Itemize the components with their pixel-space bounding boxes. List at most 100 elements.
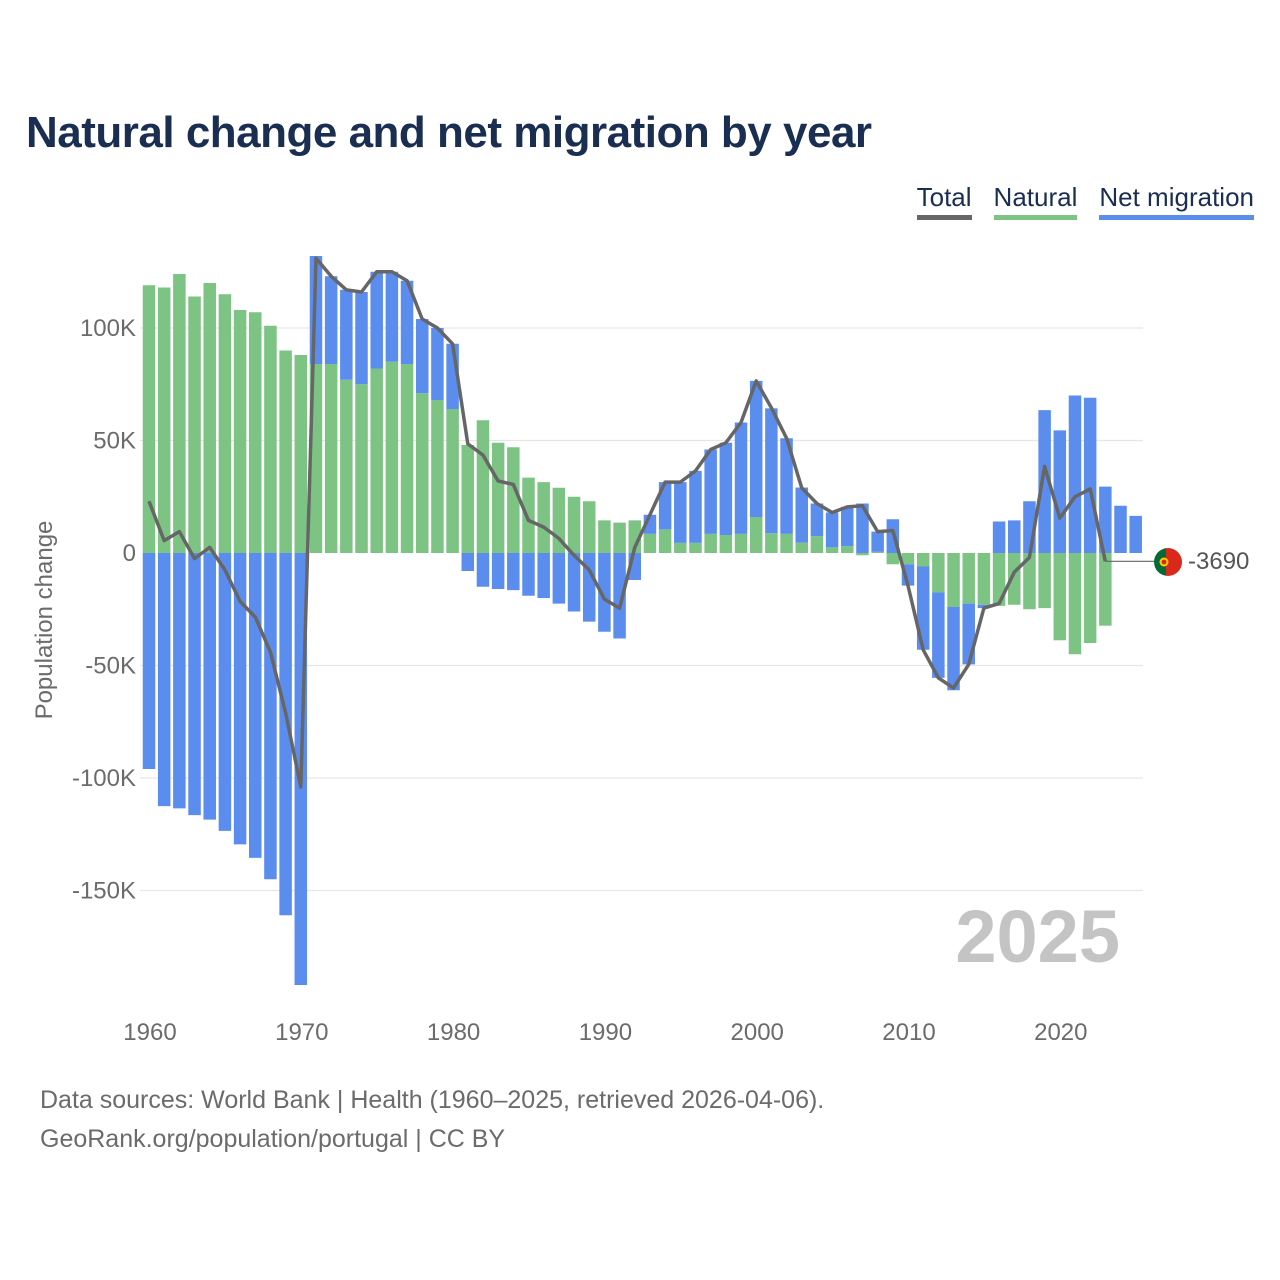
natural-bar: [841, 546, 854, 553]
legend-net-migration[interactable]: Net migration: [1099, 182, 1254, 220]
migration-bar: [279, 553, 292, 916]
migration-bar: [871, 531, 884, 552]
credit-link[interactable]: GeoRank.org/population/portugal | CC BY: [40, 1125, 506, 1153]
migration-bar: [567, 553, 581, 612]
migration-bar: [962, 603, 975, 665]
migration-bar: [461, 553, 475, 571]
migration-bar: [704, 449, 717, 534]
natural-bar: [249, 312, 262, 553]
natural-bar: [507, 447, 520, 553]
natural-bar: [385, 361, 399, 553]
natural-bar: [856, 553, 869, 556]
total-line: [147, 256, 1108, 789]
y-axis-ticks: 100K 50K 0 -50K -100K -150K: [72, 315, 136, 905]
natural-bar: [142, 285, 156, 553]
natural-bar: [674, 542, 687, 553]
natural-bar: [598, 520, 611, 553]
legend-natural[interactable]: Natural: [993, 182, 1078, 220]
natural-bar: [932, 553, 945, 593]
natural-bar: [446, 409, 459, 553]
x-tick-label: 1960: [123, 1019, 176, 1046]
natural-bar: [355, 384, 368, 553]
y-tick-label: 0: [123, 540, 136, 567]
year-watermark: 2025: [955, 895, 1120, 978]
migration-bar: [491, 553, 505, 589]
migration-bar: [1008, 520, 1021, 553]
migration-bar: [689, 470, 702, 543]
natural-bar: [689, 542, 702, 553]
natural-bar: [233, 310, 247, 553]
natural-bar: [977, 553, 991, 605]
natural-bar: [491, 442, 505, 553]
migration-bar: [385, 271, 399, 362]
natural-bar: [173, 274, 186, 553]
natural-bar: [947, 553, 960, 607]
page-title: Natural change and net migration by year: [26, 108, 872, 157]
grid-lines: [140, 327, 1143, 892]
migration-bar: [233, 553, 247, 845]
natural-bar: [203, 283, 216, 553]
legend-total[interactable]: Total: [916, 182, 972, 220]
migration-bar: [522, 553, 535, 596]
migration-bar: [749, 380, 763, 517]
migration-bar: [932, 592, 945, 678]
migration-bar: [841, 506, 854, 547]
migration-bar: [355, 292, 368, 385]
migration-bar: [249, 553, 262, 858]
natural-bar: [765, 533, 778, 553]
natural-bar: [461, 445, 475, 553]
migration-bar: [552, 553, 566, 604]
migration-bar: [537, 553, 550, 598]
natural-bar: [567, 496, 581, 553]
natural-bar: [279, 350, 292, 553]
migration-bar: [1083, 397, 1097, 553]
natural-bar: [1008, 553, 1021, 605]
natural-bar: [658, 529, 672, 553]
y-tick-label: 100K: [80, 315, 136, 342]
natural-bar: [218, 294, 232, 553]
migration-bar: [507, 553, 520, 591]
migration-bar: [674, 482, 687, 543]
x-tick-label: 1970: [275, 1019, 328, 1046]
natural-bar: [1083, 553, 1097, 643]
migration-bar: [719, 442, 733, 535]
natural-bar: [324, 364, 338, 553]
natural-bar: [643, 533, 657, 553]
migration-bar: [992, 521, 1006, 553]
natural-bar: [962, 553, 975, 604]
natural-bar: [825, 547, 839, 553]
migration-bar: [1129, 515, 1142, 553]
portugal-flag-icon: [1154, 548, 1182, 576]
natural-bar: [370, 368, 383, 553]
natural-bar: [734, 533, 748, 553]
natural-bar: [415, 393, 429, 553]
natural-bar: [537, 482, 550, 553]
migration-bar: [765, 408, 778, 534]
migration-bar: [415, 319, 429, 394]
natural-bar: [992, 553, 1006, 606]
migration-bar: [264, 553, 277, 880]
natural-bar: [476, 420, 490, 553]
x-tick-label: 1990: [579, 1019, 632, 1046]
population-change-chart: 100K 50K 0 -50K -100K -150K 1960 1970 1980 1990 2…: [31, 256, 1249, 1046]
migration-bar: [1038, 410, 1051, 553]
migration-bar: [780, 438, 793, 534]
y-axis-label: Population change: [31, 521, 58, 720]
migration-bar: [203, 553, 216, 820]
natural-bar: [749, 517, 763, 553]
migration-bar: [188, 553, 201, 816]
migration-bar: [340, 289, 353, 380]
natural-bar: [901, 553, 915, 565]
migration-bar: [947, 607, 960, 691]
migration-bar: [173, 553, 186, 809]
natural-bar: [916, 553, 930, 567]
natural-bar: [1099, 553, 1112, 626]
natural-bar: [1038, 553, 1051, 609]
migration-bar: [598, 553, 611, 632]
y-tick-label: -50K: [85, 653, 136, 680]
natural-bar: [582, 501, 596, 553]
migration-bar: [795, 487, 808, 543]
migration-bar: [1099, 486, 1112, 553]
y-tick-label: -150K: [72, 878, 136, 905]
natural-bar: [719, 535, 733, 553]
